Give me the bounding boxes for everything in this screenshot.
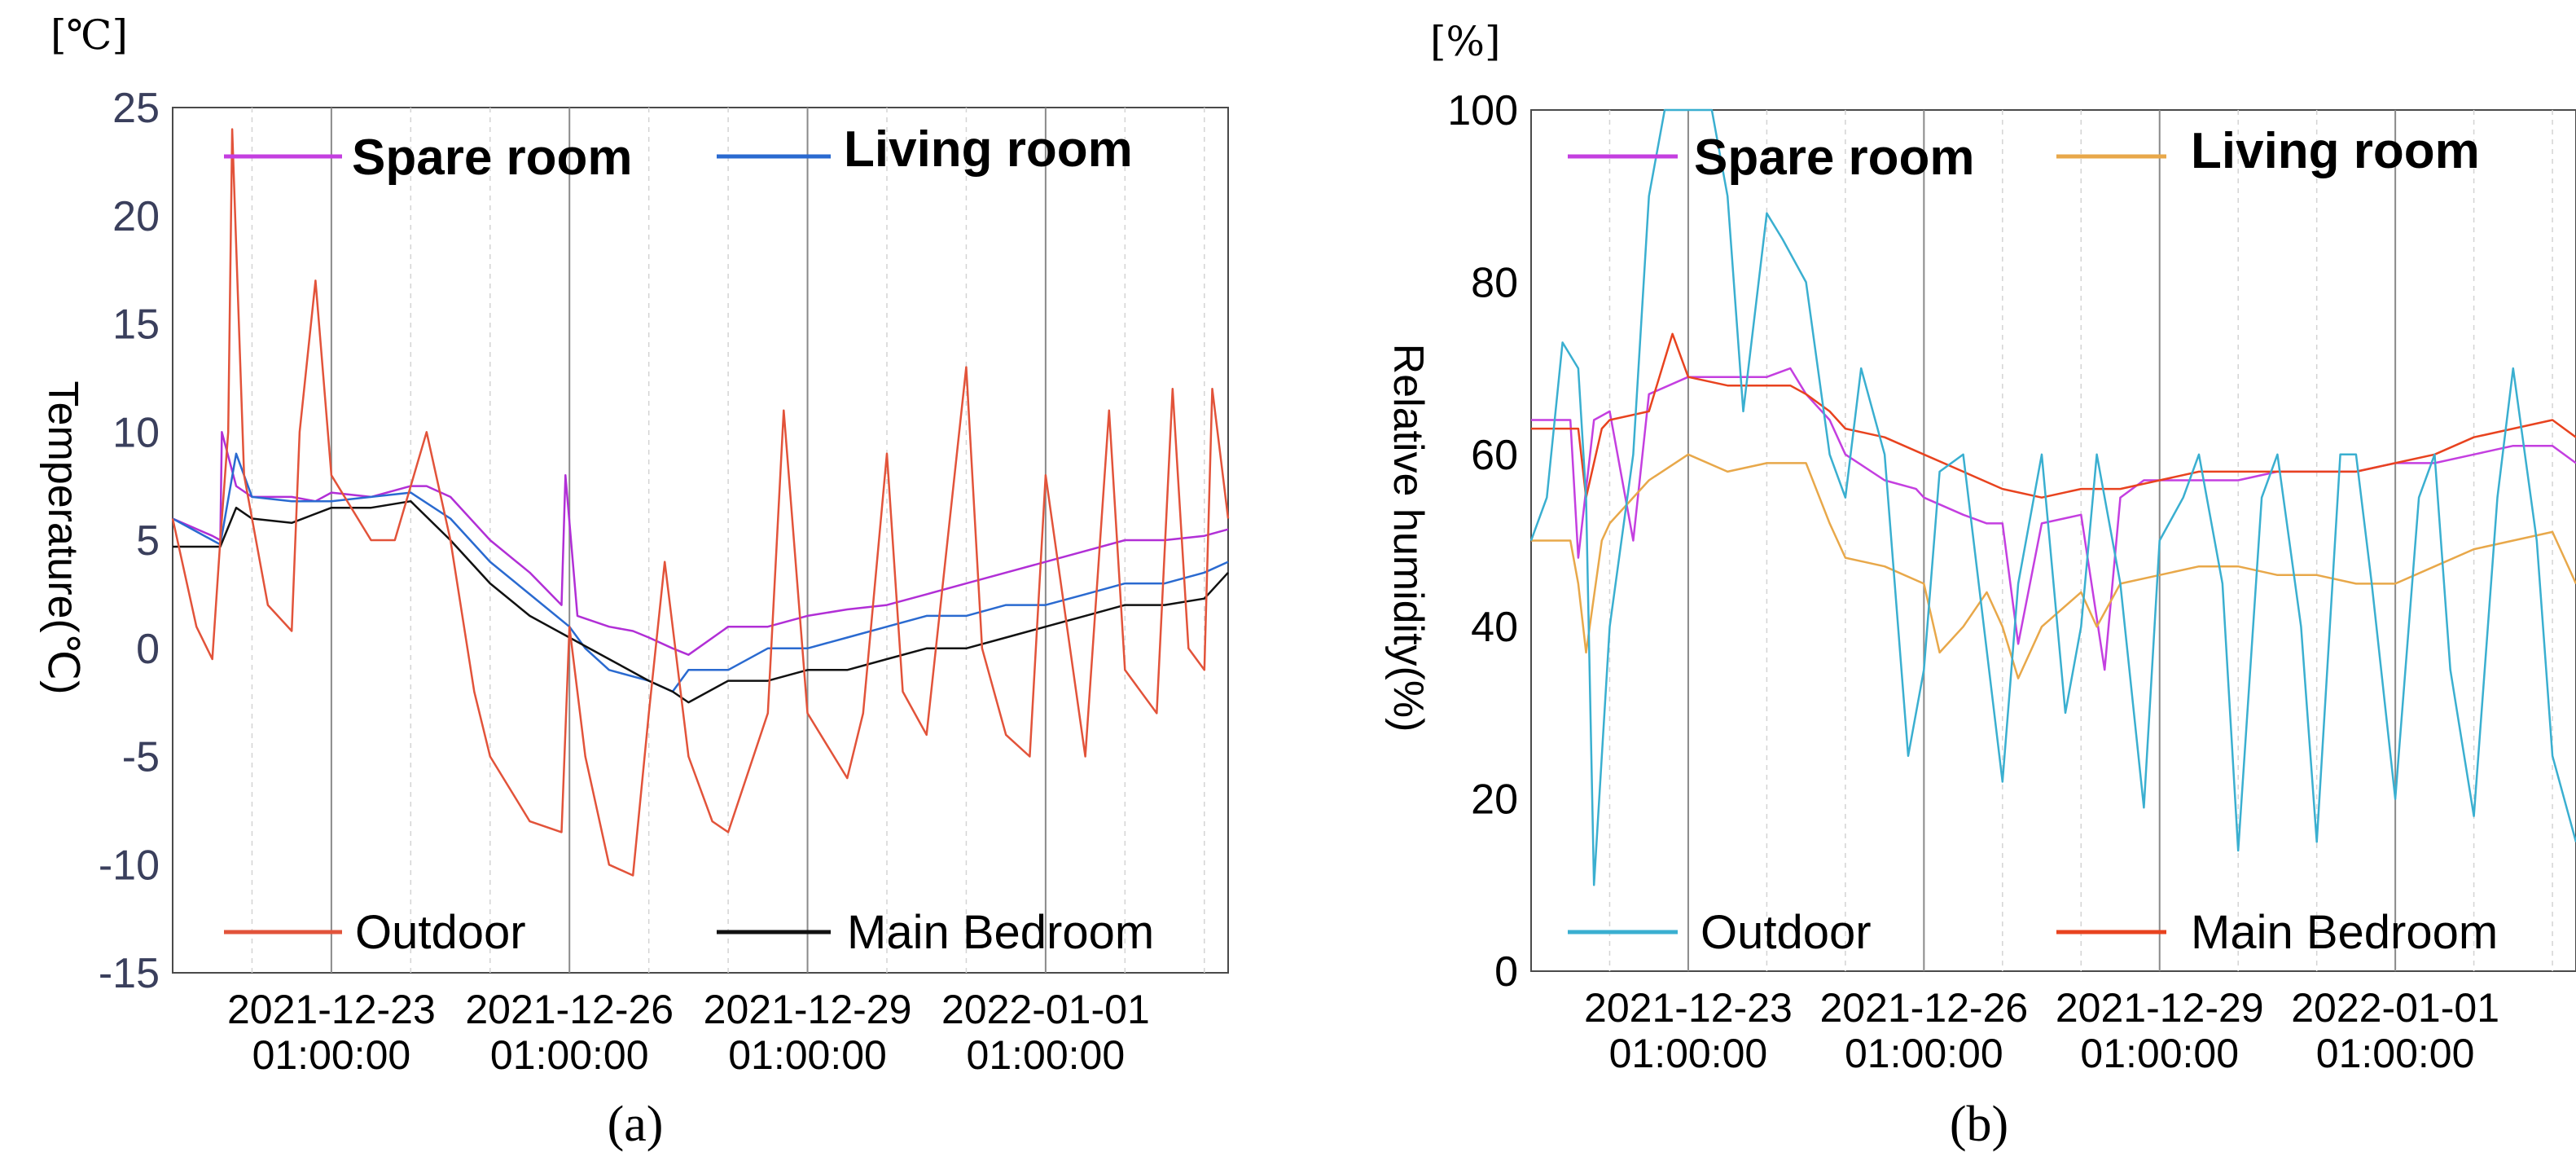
humidity-y-ticks: 100 80 60 40 20 0 — [1447, 87, 1518, 996]
legend-label-outdoor-b: Outdoor — [1701, 906, 1872, 959]
legend-label-spare-room-b: Spare room — [1694, 130, 1975, 186]
x-tick-date: 2021-12-29 — [704, 987, 912, 1032]
x-tick-date: 2021-12-26 — [1819, 985, 2028, 1031]
temperature-plot-area — [172, 107, 1229, 974]
legend-label-spare-room: Spare room — [352, 130, 633, 186]
x-tick-time: 01:00:00 — [728, 1032, 887, 1078]
panel-a-caption: (a) — [608, 1097, 664, 1152]
series-line-spare-room — [172, 431, 1229, 656]
x-tick-date: 2021-12-26 — [465, 987, 674, 1032]
legend-label-living-room: Living room — [844, 121, 1133, 178]
temperature-y-ticks: 25 20 15 10 5 0 -5 -10 -15 — [99, 85, 160, 997]
y-tick-label: -15 — [99, 950, 160, 997]
legend-label-main-bedroom-b: Main Bedroom — [2191, 906, 2498, 959]
y-tick-label: 0 — [136, 626, 160, 673]
y-tick-label: 20 — [1471, 776, 1518, 824]
x-tick-date: 2022-01-01 — [941, 987, 1150, 1032]
y-tick-label: 0 — [1494, 948, 1518, 996]
humidity-plot-area — [1530, 109, 2576, 972]
x-tick-date: 2021-12-23 — [227, 987, 436, 1032]
x-tick-time: 01:00:00 — [967, 1032, 1126, 1078]
legend-label-main-bedroom: Main Bedroom — [847, 906, 1154, 959]
series-line-main-bedroom — [173, 499, 1229, 704]
y-tick-label: 5 — [136, 517, 160, 565]
temperature-unit-label: [℃] — [50, 11, 128, 59]
legend-label-outdoor: Outdoor — [355, 906, 526, 959]
humidity-unit-label: [%] — [1430, 18, 1501, 65]
series-line-outdoor — [1529, 108, 2576, 886]
x-tick-date: 2021-12-29 — [2056, 985, 2264, 1031]
y-tick-label: -10 — [99, 842, 160, 889]
y-tick-label: 40 — [1471, 604, 1518, 651]
y-tick-label: 80 — [1471, 259, 1518, 306]
y-tick-label: 25 — [112, 85, 160, 132]
y-tick-label: 15 — [112, 301, 160, 349]
x-tick-date: 2021-12-23 — [1584, 985, 1793, 1031]
y-tick-label: 60 — [1471, 432, 1518, 479]
y-tick-label: 20 — [112, 193, 160, 240]
x-tick-time: 01:00:00 — [1845, 1031, 2003, 1076]
humidity-series-lines — [1529, 108, 2576, 886]
temperature-axis-label: Temperature(℃) — [39, 381, 86, 695]
humidity-gridlines — [1608, 110, 2553, 971]
x-tick-time: 01:00:00 — [2080, 1031, 2239, 1076]
x-tick-time: 01:00:00 — [1609, 1031, 1768, 1076]
panel-b-caption: (b) — [1950, 1097, 2008, 1152]
humidity-axis-label: Relative humidity(%) — [1385, 344, 1432, 732]
y-tick-label: 10 — [112, 409, 160, 456]
series-line-outdoor — [171, 128, 1230, 877]
x-tick-time: 01:00:00 — [252, 1032, 411, 1078]
series-line-living-room — [1531, 453, 2576, 679]
temperature-series-lines — [171, 128, 1230, 877]
x-tick-time: 01:00:00 — [2316, 1031, 2475, 1076]
x-tick-time: 01:00:00 — [490, 1032, 649, 1078]
x-tick-date: 2022-01-01 — [2291, 985, 2499, 1031]
series-line-main-bedroom — [1531, 332, 2576, 499]
temperature-x-ticks: 2021-12-2301:00:002021-12-2601:00:002021… — [227, 987, 1150, 1078]
humidity-x-ticks: 2021-12-2301:00:002021-12-2601:00:002021… — [1584, 985, 2499, 1076]
y-tick-label: -5 — [122, 734, 160, 781]
legend-label-living-room-b: Living room — [2191, 123, 2480, 179]
y-tick-label: 100 — [1447, 87, 1518, 134]
